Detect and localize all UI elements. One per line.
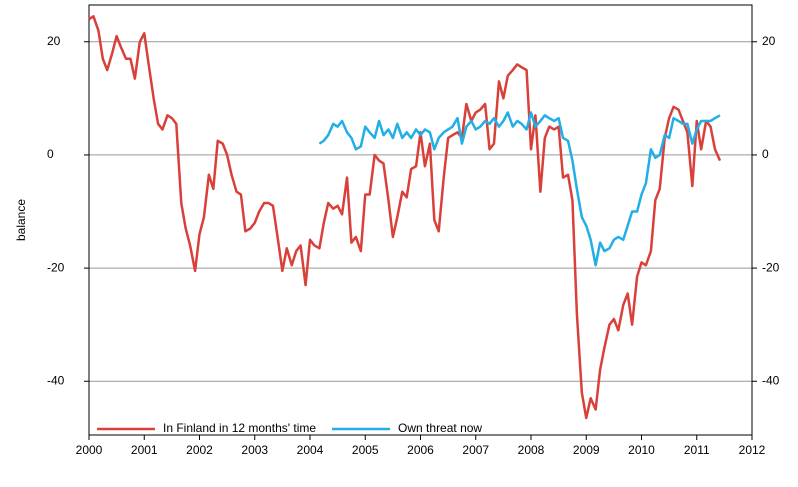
x-tick-label: 2011 xyxy=(684,443,710,457)
y-tick-label: 20 xyxy=(47,34,61,48)
legend-label: In Finland in 12 months' time xyxy=(163,421,316,435)
y-tick-label: 0 xyxy=(47,147,54,161)
y-axis-label: balance xyxy=(14,199,28,241)
x-tick-label: 2010 xyxy=(628,443,655,457)
x-tick-label: 2003 xyxy=(241,443,268,457)
x-tick-label: 2000 xyxy=(76,443,103,457)
x-tick-label: 2012 xyxy=(739,443,766,457)
y2-tick-label: 0 xyxy=(762,147,769,161)
y-tick-label: -40 xyxy=(47,373,65,387)
x-tick-label: 2004 xyxy=(297,443,324,457)
x-tick-label: 2002 xyxy=(186,443,213,457)
y-tick-label: -20 xyxy=(47,260,65,274)
y2-tick-label: -20 xyxy=(762,260,780,274)
x-tick-label: 2009 xyxy=(573,443,600,457)
x-tick-label: 2001 xyxy=(131,443,158,457)
x-tick-label: 2007 xyxy=(462,443,489,457)
legend-label: Own threat now xyxy=(398,421,482,435)
series-line xyxy=(318,111,721,267)
plot-frame xyxy=(88,4,753,436)
y2-tick-label: 20 xyxy=(762,34,776,48)
series-line xyxy=(88,15,722,420)
x-tick-label: 2008 xyxy=(518,443,545,457)
x-tick-label: 2006 xyxy=(407,443,434,457)
x-tick-label: 2005 xyxy=(352,443,379,457)
y2-tick-label: -40 xyxy=(762,373,780,387)
